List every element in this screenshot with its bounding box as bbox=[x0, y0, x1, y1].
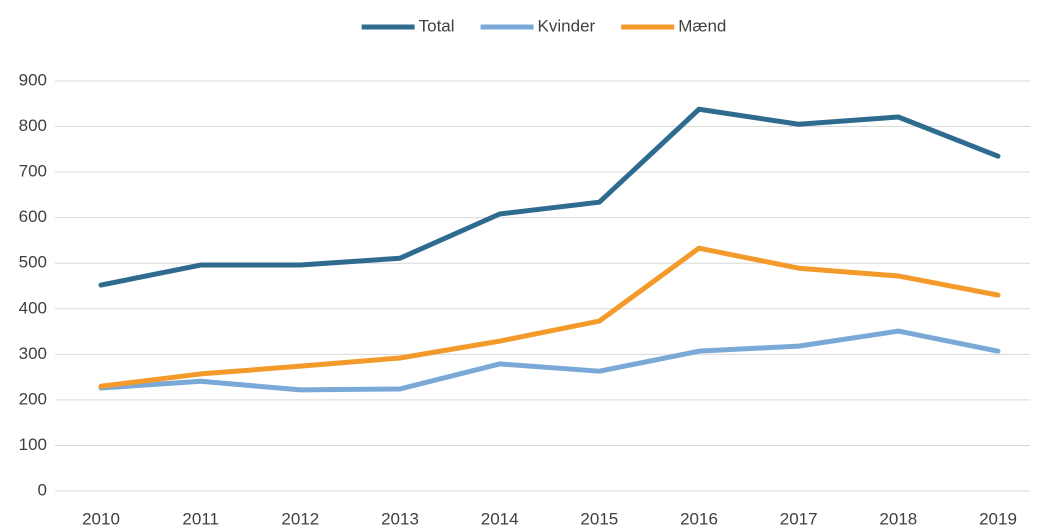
series-line bbox=[98, 245, 1001, 389]
y-tick-label: 500 bbox=[19, 253, 47, 272]
x-tick-label: 2019 bbox=[979, 509, 1017, 528]
x-tick-label: 2016 bbox=[680, 509, 718, 528]
y-tick-label: 600 bbox=[19, 207, 47, 226]
y-tick-label: 200 bbox=[19, 389, 47, 408]
legend-label: Kvinder bbox=[538, 16, 596, 35]
series-line bbox=[98, 328, 1001, 393]
x-tick-label: 2013 bbox=[381, 509, 419, 528]
x-tick-label: 2012 bbox=[281, 509, 319, 528]
x-tick-label: 2015 bbox=[580, 509, 618, 528]
x-tick-label: 2011 bbox=[182, 509, 219, 528]
x-tick-label: 2018 bbox=[879, 509, 917, 528]
y-tick-label: 700 bbox=[19, 162, 47, 181]
y-tick-label: 900 bbox=[19, 70, 47, 89]
x-tick-label: 2017 bbox=[780, 509, 818, 528]
y-tick-label: 0 bbox=[38, 480, 47, 499]
y-tick-label: 100 bbox=[19, 435, 47, 454]
series-line bbox=[98, 106, 1001, 288]
y-tick-label: 800 bbox=[19, 116, 47, 135]
y-tick-label: 400 bbox=[19, 298, 47, 317]
x-tick-label: 2010 bbox=[82, 509, 120, 528]
legend-label: Mænd bbox=[678, 16, 726, 35]
legend-label: Total bbox=[419, 16, 455, 35]
x-tick-label: 2014 bbox=[481, 509, 519, 528]
y-tick-label: 300 bbox=[19, 344, 47, 363]
